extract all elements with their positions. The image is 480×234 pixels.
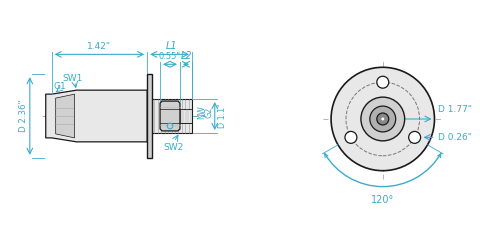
Text: L1: L1: [166, 41, 177, 51]
Text: G2: G2: [205, 106, 214, 118]
Circle shape: [381, 117, 384, 121]
Circle shape: [345, 132, 357, 143]
Polygon shape: [46, 90, 147, 142]
Text: D 1.77": D 1.77": [438, 105, 472, 113]
Text: NW: NW: [197, 105, 206, 119]
Circle shape: [361, 97, 405, 141]
Text: 120°: 120°: [371, 194, 395, 205]
Circle shape: [377, 76, 389, 88]
Polygon shape: [56, 94, 74, 138]
Polygon shape: [160, 101, 180, 131]
Text: SW2: SW2: [164, 143, 184, 152]
Text: SW1: SW1: [62, 74, 83, 83]
Circle shape: [377, 113, 389, 125]
Text: 0.55": 0.55": [159, 52, 181, 61]
Bar: [152, 99, 192, 133]
Text: D 0.26": D 0.26": [437, 133, 471, 142]
Circle shape: [408, 132, 420, 143]
Text: D 2.36": D 2.36": [19, 100, 28, 132]
Text: D 1.1": D 1.1": [218, 104, 227, 128]
Text: G1: G1: [53, 82, 66, 91]
Circle shape: [331, 67, 434, 171]
Bar: [147, 74, 152, 158]
Text: 1.42": 1.42": [87, 42, 111, 51]
Bar: [180, 109, 192, 123]
Circle shape: [370, 106, 396, 132]
Text: L2: L2: [181, 51, 193, 61]
